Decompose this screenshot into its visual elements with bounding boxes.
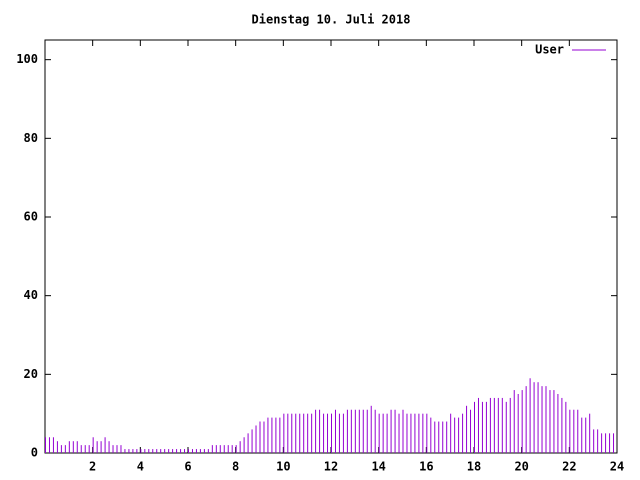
legend-label: User (535, 43, 564, 57)
x-tick-label: 16 (419, 460, 433, 474)
x-tick-label: 14 (371, 460, 385, 474)
y-tick-label: 80 (24, 131, 38, 145)
x-tick-label: 4 (137, 460, 144, 474)
x-tick-label: 8 (232, 460, 239, 474)
x-tick-label: 20 (514, 460, 528, 474)
x-tick-label: 2 (89, 460, 96, 474)
y-tick-label: 40 (24, 288, 38, 302)
y-tick-label: 60 (24, 210, 38, 224)
x-tick-label: 24 (610, 460, 624, 474)
chart-title: Dienstag 10. Juli 2018 (252, 13, 411, 27)
x-tick-label: 18 (467, 460, 481, 474)
y-tick-label: 0 (31, 446, 38, 460)
y-tick-label: 100 (16, 52, 38, 66)
x-tick-label: 6 (184, 460, 191, 474)
x-tick-label: 10 (276, 460, 290, 474)
y-tick-label: 20 (24, 367, 38, 381)
plot-frame (44, 39, 618, 454)
x-tick-label: 12 (324, 460, 338, 474)
x-tick-label: 22 (562, 460, 576, 474)
